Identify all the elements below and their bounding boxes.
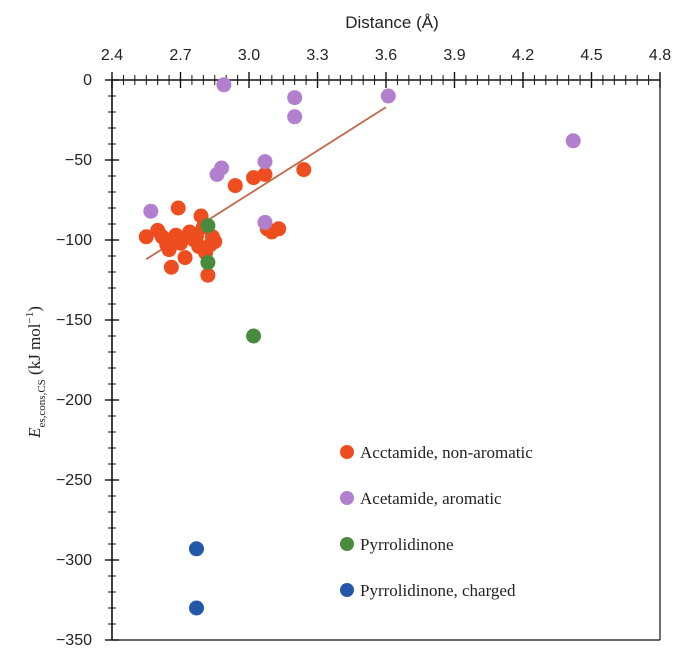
point-series-2 bbox=[200, 218, 216, 234]
x-tick-label: 3.0 bbox=[238, 47, 260, 64]
point-series-0 bbox=[257, 166, 273, 182]
point-series-2 bbox=[200, 254, 216, 270]
x-tick-label: 3.9 bbox=[443, 47, 465, 64]
x-tick-label: 4.5 bbox=[580, 47, 602, 64]
point-series-1 bbox=[287, 90, 303, 106]
legend-label-3: Pyrrolidinone, charged bbox=[360, 581, 516, 600]
legend-label-0: Acctamide, non-aromatic bbox=[360, 443, 533, 462]
point-series-0 bbox=[138, 229, 154, 245]
point-series-3 bbox=[188, 600, 204, 616]
y-tick-label: −300 bbox=[56, 552, 92, 569]
legend-marker-2 bbox=[340, 537, 354, 551]
legend: Acctamide, non-aromatic Acetamide, aromat… bbox=[340, 443, 533, 600]
point-series-1 bbox=[143, 203, 159, 219]
point-series-0 bbox=[173, 235, 188, 251]
point-series-0 bbox=[200, 267, 216, 283]
y-axis-title-sub: es,cons,CS bbox=[36, 379, 48, 427]
x-tick-label: 4.2 bbox=[512, 47, 534, 64]
point-series-0 bbox=[177, 250, 193, 266]
point-series-3 bbox=[188, 541, 204, 557]
x-tick-label: 2.4 bbox=[101, 47, 123, 64]
point-series-0 bbox=[271, 221, 287, 237]
legend-marker-3 bbox=[340, 583, 354, 597]
y-axis-title-unit: (kJ mol bbox=[25, 323, 44, 379]
point-series-0 bbox=[296, 162, 312, 178]
x-tick-label: 4.8 bbox=[649, 47, 671, 64]
legend-marker-0 bbox=[340, 445, 354, 459]
point-series-0 bbox=[163, 259, 179, 275]
point-series-2 bbox=[246, 328, 262, 344]
point-series-1 bbox=[214, 160, 230, 176]
y-axis-title: Ees,cons,CS (kJ mol−1) bbox=[24, 306, 48, 439]
point-series-0 bbox=[246, 170, 262, 186]
y-axis-title-close: ) bbox=[25, 306, 44, 312]
y-tick-label: −350 bbox=[56, 632, 92, 649]
x-tick-label: 3.3 bbox=[306, 47, 328, 64]
legend-label-2: Pyrrolidinone bbox=[360, 535, 454, 554]
y-tick-label: −50 bbox=[65, 152, 92, 169]
data-points bbox=[138, 77, 581, 616]
legend-marker-1 bbox=[340, 491, 354, 505]
point-series-0 bbox=[170, 200, 186, 216]
point-series-0 bbox=[207, 234, 223, 250]
point-series-1 bbox=[287, 109, 303, 125]
x-tick-label: 3.6 bbox=[375, 47, 397, 64]
point-series-1 bbox=[565, 133, 581, 149]
point-series-0 bbox=[227, 178, 243, 194]
y-tick-label: 0 bbox=[83, 72, 92, 89]
y-tick-label: −250 bbox=[56, 472, 92, 489]
y-tick-label: −150 bbox=[56, 312, 92, 329]
point-series-1 bbox=[380, 88, 396, 104]
x-axis-title: Distance (Å) bbox=[345, 13, 439, 32]
y-tick-label: −200 bbox=[56, 392, 92, 409]
y-axis-title-main: E bbox=[25, 427, 44, 439]
point-series-1 bbox=[257, 154, 273, 170]
y-axis-title-exp: −1 bbox=[24, 312, 36, 324]
point-series-1 bbox=[216, 77, 232, 93]
legend-label-1: Acetamide, aromatic bbox=[360, 489, 502, 508]
axes: 2.4 2.7 3.0 3.3 3.6 3.9 4.2 4.5 4.8 0 −50 −100 −150 −… bbox=[56, 47, 671, 649]
y-tick-label: −100 bbox=[56, 232, 92, 249]
point-series-1 bbox=[257, 214, 273, 230]
x-tick-label: 2.7 bbox=[169, 47, 191, 64]
